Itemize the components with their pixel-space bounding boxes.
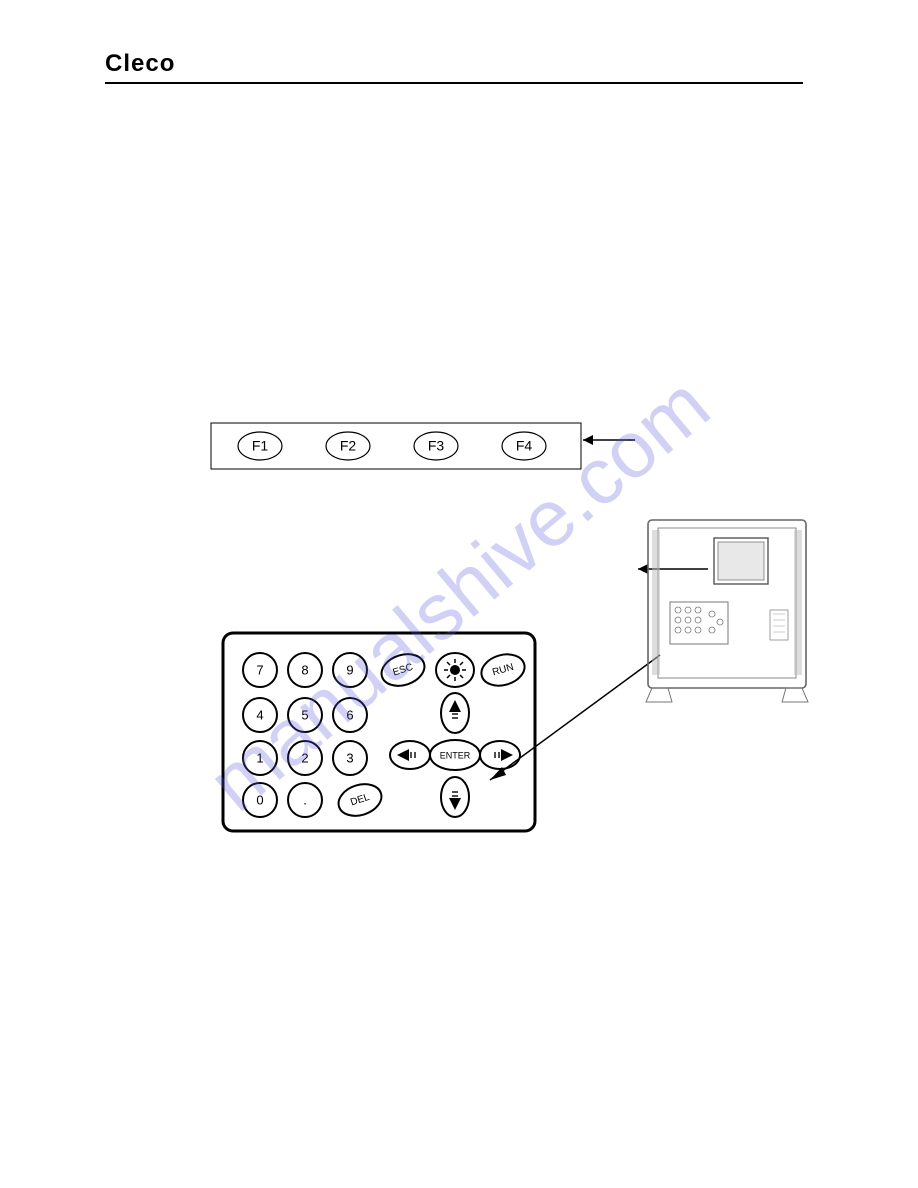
svg-text:4: 4 — [256, 707, 263, 722]
arrow-to-fkeys — [575, 425, 645, 455]
f1-key: F1 — [238, 432, 282, 460]
f4-key: F4 — [502, 432, 546, 460]
svg-text:7: 7 — [256, 662, 263, 677]
logo-text: Cleco — [105, 50, 175, 77]
svg-text:5: 5 — [301, 707, 308, 722]
esc-key: ESC — [377, 649, 428, 691]
svg-text:1: 1 — [256, 750, 263, 765]
dpad-up — [441, 693, 469, 733]
f3-key: F3 — [414, 432, 458, 460]
svg-text:ESC: ESC — [392, 662, 415, 679]
svg-text:ENTER: ENTER — [440, 750, 471, 760]
device-sketch — [640, 510, 820, 710]
enter-key: ENTER — [430, 740, 480, 770]
svg-text:0: 0 — [256, 792, 263, 807]
svg-text:F3: F3 — [428, 438, 445, 454]
svg-text:9: 9 — [346, 662, 353, 677]
dpad-left — [390, 741, 430, 769]
function-keys-diagram: F1 F2 F3 F4 — [210, 417, 610, 477]
del-key: DEL — [334, 779, 385, 821]
svg-text:F1: F1 — [252, 438, 269, 454]
f2-key: F2 — [326, 432, 370, 460]
brightness-key — [436, 653, 474, 687]
svg-text:6: 6 — [346, 707, 353, 722]
dpad-down — [441, 777, 469, 817]
page-header: Cleco — [105, 50, 803, 84]
svg-text:DEL: DEL — [349, 792, 371, 809]
svg-text:.: . — [303, 792, 307, 807]
svg-text:F2: F2 — [340, 438, 357, 454]
svg-text:8: 8 — [301, 662, 308, 677]
svg-text:3: 3 — [346, 750, 353, 765]
header-rule: Cleco — [105, 50, 803, 84]
svg-text:2: 2 — [301, 750, 308, 765]
svg-text:F4: F4 — [516, 438, 533, 454]
